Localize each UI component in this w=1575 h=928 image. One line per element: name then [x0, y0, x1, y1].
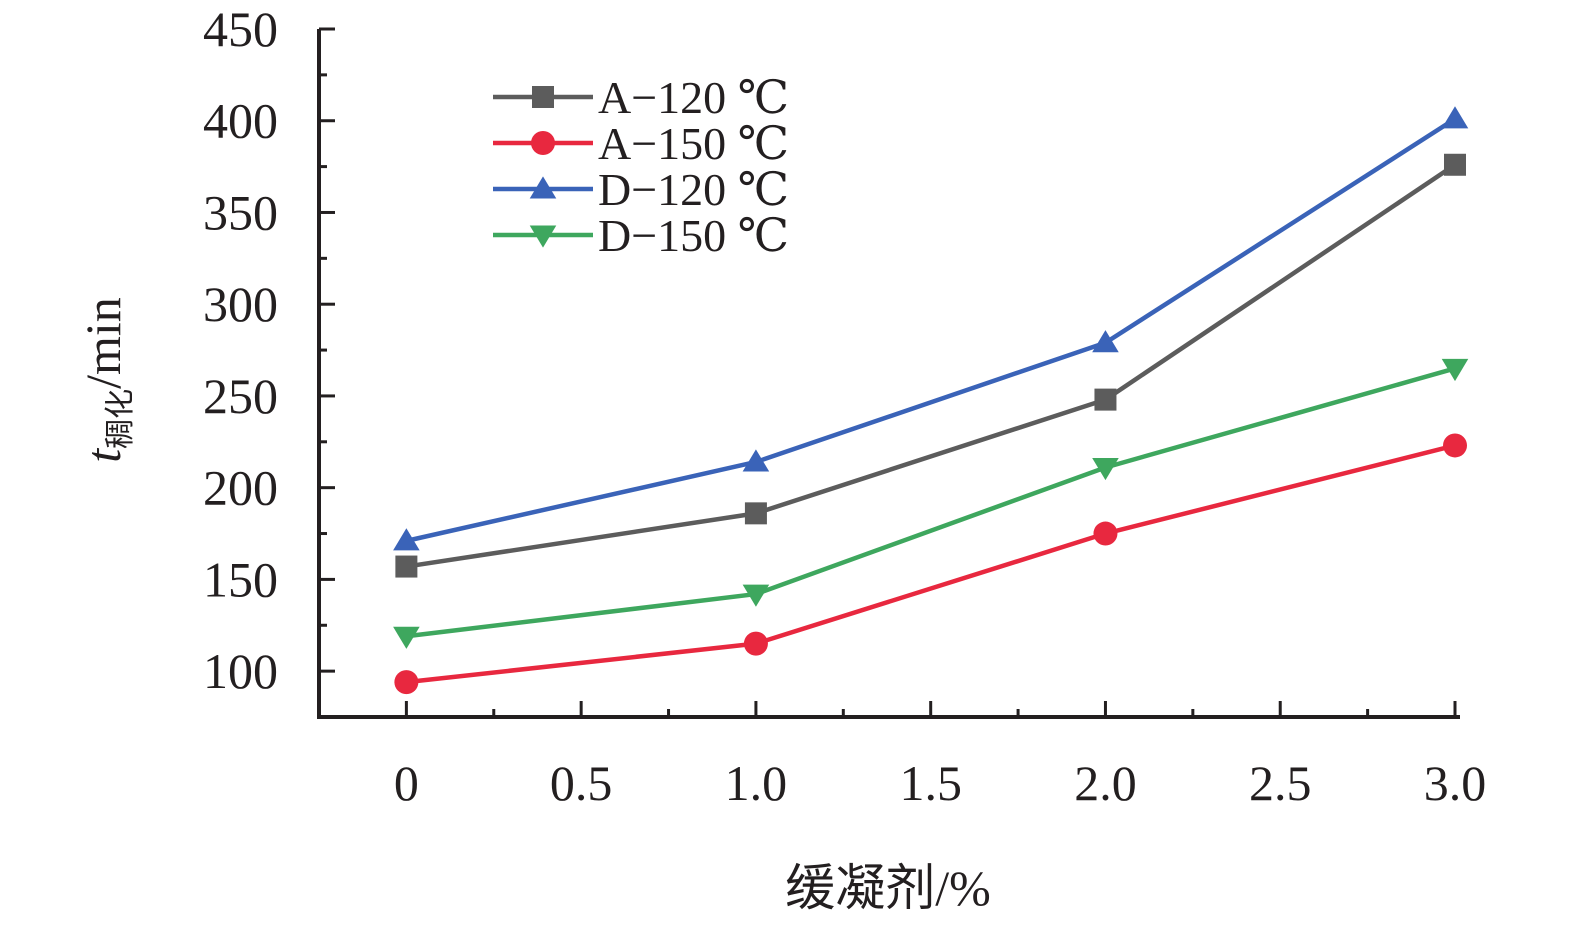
data-point — [1093, 521, 1118, 546]
y-tick-label: 350 — [203, 184, 278, 240]
legend: A−120 ℃A−150 ℃D−120 ℃D−150 ℃ — [493, 72, 789, 261]
axes — [317, 29, 1460, 719]
x-axis-title: 缓凝剂/% — [785, 860, 991, 916]
data-point — [743, 631, 768, 656]
data-point — [742, 449, 770, 472]
x-ticks: 0 0.5 1.0 1.5 2.0 2.5 3.0 — [394, 701, 1486, 811]
y-tick-label: 250 — [203, 368, 278, 424]
legend-label: A−120 ℃ — [598, 72, 789, 123]
legend-marker — [529, 176, 557, 199]
x-tick-label: 0.5 — [550, 755, 613, 811]
legend-marker — [531, 131, 555, 155]
y-tick-label: 100 — [203, 643, 278, 699]
x-tick-label: 3.0 — [1424, 755, 1487, 811]
y-axis-title-subscript: 稠化 — [103, 389, 138, 449]
data-point — [742, 584, 770, 607]
data-point — [1441, 106, 1469, 129]
legend-marker — [529, 225, 557, 248]
legend-label: D−120 ℃ — [598, 164, 789, 215]
series-line — [406, 366, 1456, 639]
data-point — [393, 626, 420, 649]
legend-label: D−150 ℃ — [598, 210, 789, 261]
y-axis-title-symbol: t — [75, 448, 131, 463]
data-point — [1094, 388, 1117, 411]
series-line — [405, 117, 1457, 544]
series-group — [393, 106, 1469, 695]
y-tick-label: 450 — [203, 1, 278, 57]
data-point — [744, 502, 767, 525]
legend-marker — [532, 86, 554, 108]
y-tick-label: 150 — [203, 551, 278, 607]
y-axis-title-text: t稠化/min — [75, 297, 138, 463]
data-point — [1092, 330, 1119, 353]
y-ticks: 100 150 200 250 300 350 400 450 — [203, 1, 335, 719]
series-line — [406, 162, 1457, 569]
data-point — [395, 555, 418, 578]
data-point — [1444, 153, 1466, 176]
x-tick-label: 1.5 — [899, 755, 962, 811]
data-point — [1441, 358, 1469, 382]
data-point — [1092, 457, 1119, 481]
y-tick-label: 300 — [203, 276, 278, 332]
x-tick-label: 0 — [394, 755, 419, 811]
y-tick-label: 400 — [203, 93, 278, 149]
data-point — [1443, 433, 1467, 458]
y-axis-title: t稠化/min — [75, 297, 138, 463]
series-line — [406, 443, 1456, 685]
data-point — [393, 528, 420, 551]
y-tick-label: 200 — [203, 460, 278, 516]
data-point — [394, 670, 419, 695]
y-axis-title-unit: /min — [75, 297, 131, 389]
x-tick-label: 2.0 — [1074, 755, 1137, 811]
x-tick-label: 1.0 — [725, 755, 788, 811]
x-tick-label: 2.5 — [1249, 755, 1312, 811]
legend-label: A−150 ℃ — [598, 118, 789, 169]
